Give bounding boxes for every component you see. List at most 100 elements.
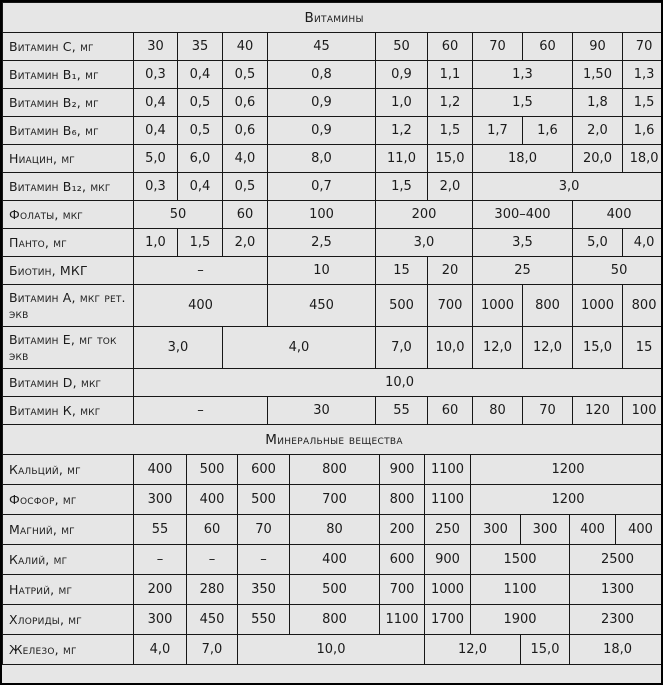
value-cell: 70 <box>472 32 523 61</box>
value-cell: 550 <box>237 604 290 635</box>
value-cell: 700 <box>427 284 473 327</box>
value-cell: 3,5 <box>472 228 573 257</box>
value-cell: 70 <box>522 396 573 425</box>
minerals-table: Минеральные вещества Кальций, мг 400 500 600… <box>2 424 661 665</box>
value-cell: 450 <box>267 284 376 327</box>
value-cell: 80 <box>472 396 523 425</box>
row-label: Фосфор, мг <box>2 484 134 515</box>
value-cell: 250 <box>424 514 471 545</box>
value-cell: 2500 <box>568 544 661 575</box>
value-cell: 60 <box>222 200 268 229</box>
value-cell: 1,7 <box>472 116 523 145</box>
value-cell: 8,0 <box>267 144 376 173</box>
table-row: Витамин А, мкг рет. экв 400 450 500 700 1000 8… <box>2 284 661 327</box>
value-cell: 2,5 <box>267 228 376 257</box>
value-cell: 0,3 <box>133 60 178 89</box>
value-cell: 400 <box>133 454 187 485</box>
value-cell: 35 <box>177 32 223 61</box>
value-cell: 300 <box>470 514 521 545</box>
value-cell: 5,0 <box>572 228 623 257</box>
table-row: Магний, мг 55 60 70 80 200 250 300 300 400 400 <box>2 514 661 545</box>
value-cell: 10,0 <box>427 326 473 369</box>
value-cell: 1,5 <box>375 172 428 201</box>
value-cell: 500 <box>375 284 428 327</box>
value-cell: 2300 <box>568 604 661 635</box>
value-cell: 500 <box>289 574 380 605</box>
table-row: Железо, мг 4,0 7,0 10,0 12,0 15,0 18,0 <box>2 634 661 665</box>
table-row: Ниацин, мг 5,0 6,0 4,0 8,0 11,0 15,0 18,0 20,0 18… <box>2 144 661 173</box>
vitamins-table: Витамины Витамин С, мг 30 35 40 45 50 60 70 60 90 7… <box>2 2 661 425</box>
value-cell: 900 <box>424 544 471 575</box>
value-cell: 30 <box>133 32 178 61</box>
value-cell: 1200 <box>469 454 661 485</box>
value-cell: 500 <box>237 484 290 515</box>
value-cell: – <box>237 544 290 575</box>
value-cell: 0,6 <box>222 116 268 145</box>
value-cell: 1100 <box>424 454 471 485</box>
value-cell: 1300 <box>568 574 661 605</box>
value-cell: 80 <box>289 514 380 545</box>
value-cell: 45 <box>267 32 376 61</box>
row-label: Железо, мг <box>2 634 134 665</box>
value-cell: 60 <box>522 32 573 61</box>
value-cell: 400 <box>569 514 616 545</box>
value-cell: 1,6 <box>522 116 573 145</box>
value-cell: 1,0 <box>375 88 428 117</box>
value-cell: 1500 <box>470 544 570 575</box>
value-cell: 1000 <box>424 574 471 605</box>
value-cell: 2,0 <box>572 116 623 145</box>
table-row: Витамин Е, мг ток экв 3,0 4,0 7,0 10,0 12,0 12… <box>2 326 661 369</box>
value-cell: 18,0 <box>472 144 573 173</box>
value-cell: 0,4 <box>133 116 178 145</box>
value-cell: 18,0 <box>621 144 661 173</box>
value-cell: 900 <box>379 454 425 485</box>
value-cell: 1,2 <box>427 88 473 117</box>
value-cell: 800 <box>289 454 380 485</box>
value-cell: 4,0 <box>621 228 661 257</box>
table-row: Фолаты, мкг 50 60 100 200 300–400 400 <box>2 200 661 229</box>
table-row: Витамин В₂, мг 0,4 0,5 0,6 0,9 1,0 1,2 1,5 1,8 1,… <box>2 88 661 117</box>
value-cell: 10,0 <box>237 634 425 665</box>
value-cell: 1,2 <box>375 116 428 145</box>
value-cell: 120 <box>572 396 623 425</box>
value-cell: 12,0 <box>472 326 523 369</box>
value-cell: 0,4 <box>177 60 223 89</box>
row-label: Витамин В₂, мг <box>2 88 134 117</box>
section-header: Витамины <box>2 2 661 33</box>
value-cell: 700 <box>379 574 425 605</box>
value-cell: 3,0 <box>133 326 223 369</box>
value-cell: 100 <box>267 200 376 229</box>
value-cell: 800 <box>289 604 380 635</box>
value-cell: 10,0 <box>132 368 661 397</box>
value-cell: 15,0 <box>427 144 473 173</box>
value-cell: 300 <box>133 604 187 635</box>
value-cell: 300 <box>133 484 187 515</box>
value-cell: 25 <box>472 256 573 285</box>
value-cell: 50 <box>375 32 428 61</box>
value-cell: 1,3 <box>472 60 573 89</box>
value-cell: 3,0 <box>375 228 473 257</box>
value-cell: 0,8 <box>267 60 376 89</box>
value-cell: 18,0 <box>568 634 661 665</box>
value-cell: 5,0 <box>133 144 178 173</box>
row-label: Калий, мг <box>2 544 134 575</box>
value-cell: – <box>133 256 268 285</box>
value-cell: 1,5 <box>621 88 661 117</box>
row-label: Витамин В₆, мг <box>2 116 134 145</box>
value-cell: 4,0 <box>222 144 268 173</box>
table-row: Витамин С, мг 30 35 40 45 50 60 70 60 90 70 <box>2 32 661 61</box>
value-cell: 300–400 <box>472 200 573 229</box>
value-cell: 600 <box>379 544 425 575</box>
value-cell: 60 <box>186 514 238 545</box>
value-cell: 1100 <box>470 574 570 605</box>
value-cell: 400 <box>186 484 238 515</box>
value-cell: 0,5 <box>177 88 223 117</box>
value-cell: 1100 <box>424 484 471 515</box>
value-cell: 1700 <box>424 604 471 635</box>
row-label: Хлориды, мг <box>2 604 134 635</box>
value-cell: 1,0 <box>133 228 178 257</box>
value-cell: 700 <box>289 484 380 515</box>
value-cell: 20 <box>427 256 473 285</box>
value-cell: 100 <box>621 396 661 425</box>
value-cell: 50 <box>571 256 661 285</box>
